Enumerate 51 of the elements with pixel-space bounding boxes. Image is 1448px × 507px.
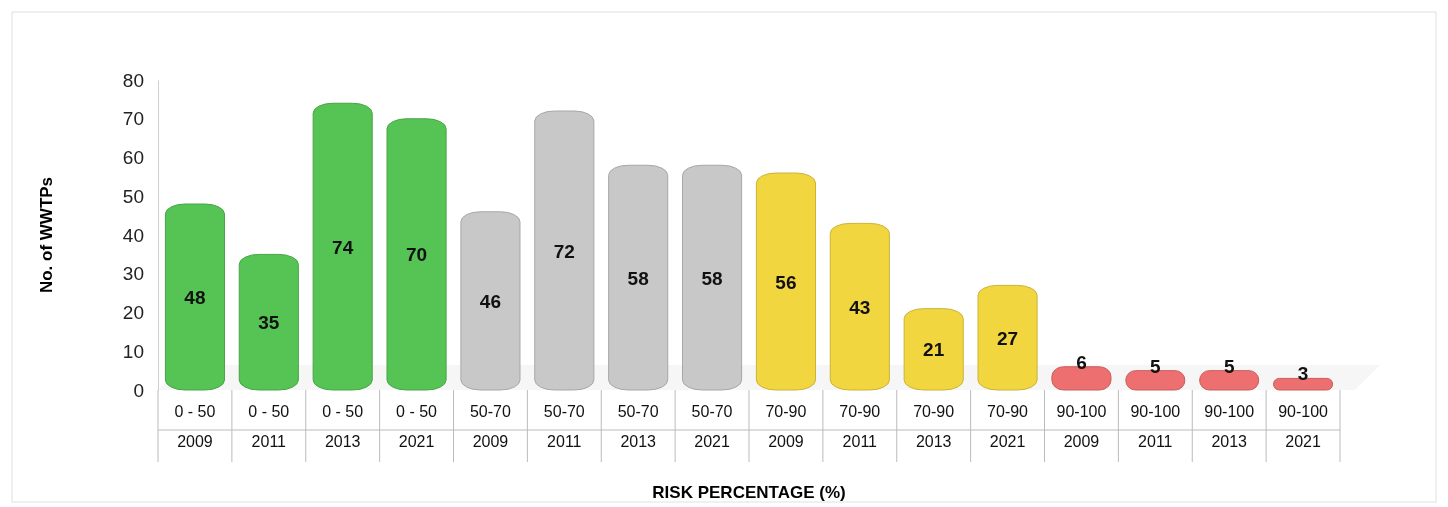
data-label: 46: [479, 290, 502, 312]
bar: [238, 253, 299, 391]
data-label: 74: [332, 236, 354, 258]
data-label: 56: [775, 271, 797, 293]
y-tick-label: 70: [122, 108, 144, 130]
bar: [608, 164, 669, 391]
x-tick-label: 70-90 2011: [839, 403, 881, 450]
x-axis-title: RISK PERCENTAGE (%): [652, 483, 846, 502]
data-label: 35: [258, 312, 280, 334]
y-tick-label: 10: [122, 340, 144, 362]
bar: [386, 118, 447, 391]
bar: [829, 222, 890, 391]
bar: [755, 172, 816, 391]
x-tick-label: 50-70 2009: [469, 403, 511, 450]
x-tick-label: 70-90 2021: [987, 403, 1029, 450]
y-tick-label: 40: [122, 224, 144, 246]
y-tick-label: 30: [122, 263, 144, 285]
x-tick-label: 0 - 50 2021: [396, 403, 438, 450]
x-tick-label: 70-90 2009: [765, 403, 807, 450]
x-tick-label: 90-100 2021: [1278, 403, 1329, 450]
data-label: 70: [405, 244, 428, 266]
bar: [460, 211, 521, 391]
y-axis-title: No. of WWTPs: [37, 176, 56, 294]
x-tick-label: 0 - 50 2013: [322, 403, 364, 450]
y-tick-label: 80: [122, 69, 144, 91]
bar: [164, 203, 225, 391]
data-label: 72: [553, 240, 575, 262]
x-tick-label: 70-90 2013: [913, 403, 955, 450]
bar: [682, 164, 743, 391]
data-label: 21: [923, 339, 945, 361]
x-tick-label: 90-100 2011: [1130, 403, 1181, 450]
x-tick-label: 0 - 50 2011: [248, 403, 290, 450]
data-label: 58: [701, 267, 723, 289]
x-tick-label: 90-100 2009: [1056, 403, 1107, 450]
x-tick-label: 0 - 50 2009: [174, 403, 216, 450]
bar: [534, 110, 595, 391]
data-label: 27: [996, 327, 1019, 349]
x-tick-label: 50-70 2013: [617, 403, 659, 450]
y-tick-label: 0: [133, 379, 144, 401]
x-tick-label: 90-100 2013: [1204, 403, 1255, 450]
bar: [977, 284, 1038, 391]
x-tick-label: 50-70 2021: [691, 403, 733, 450]
y-tick-label: 50: [122, 185, 144, 207]
y-tick-label: 20: [122, 302, 144, 324]
y-tick-label: 60: [122, 147, 144, 169]
data-label: 58: [627, 267, 649, 289]
x-tick-label: 50-70 2011: [543, 403, 585, 450]
data-label: 43: [849, 296, 871, 318]
bar: [903, 308, 964, 391]
bar: [312, 102, 373, 391]
data-label: 48: [184, 287, 206, 308]
